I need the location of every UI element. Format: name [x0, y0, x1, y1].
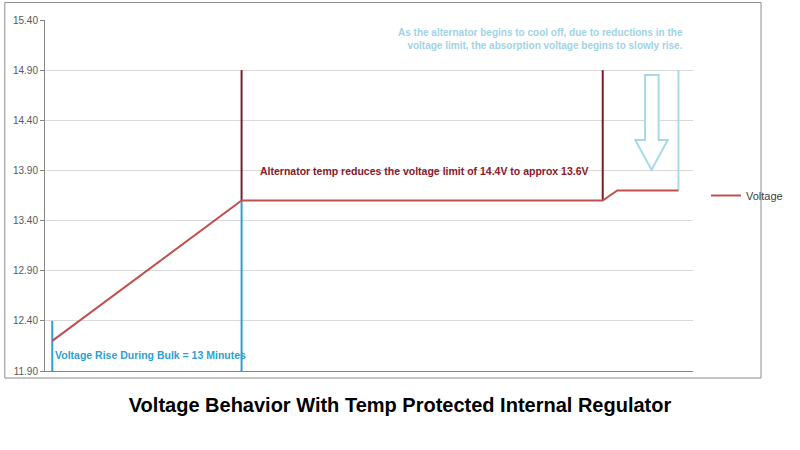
svg-text:Voltage Rise During Bulk = 13: Voltage Rise During Bulk = 13 Minutes — [55, 349, 246, 361]
svg-text:14.40: 14.40 — [13, 115, 38, 126]
svg-text:12.40: 12.40 — [13, 315, 38, 326]
svg-text:Alternator temp reduces the vo: Alternator temp reduces the voltage limi… — [260, 165, 589, 177]
svg-text:14.90: 14.90 — [13, 65, 38, 76]
svg-text:As the alternator begins to co: As the alternator begins to cool off, du… — [398, 27, 683, 51]
svg-text:13.40: 13.40 — [13, 215, 38, 226]
svg-text:Voltage Behavior With Temp Pro: Voltage Behavior With Temp Protected Int… — [129, 394, 672, 416]
svg-text:13.90: 13.90 — [13, 165, 38, 176]
svg-text:Voltage: Voltage — [746, 190, 783, 202]
svg-text:12.90: 12.90 — [13, 265, 38, 276]
svg-text:15.40: 15.40 — [13, 15, 38, 26]
svg-text:11.90: 11.90 — [14, 366, 39, 377]
